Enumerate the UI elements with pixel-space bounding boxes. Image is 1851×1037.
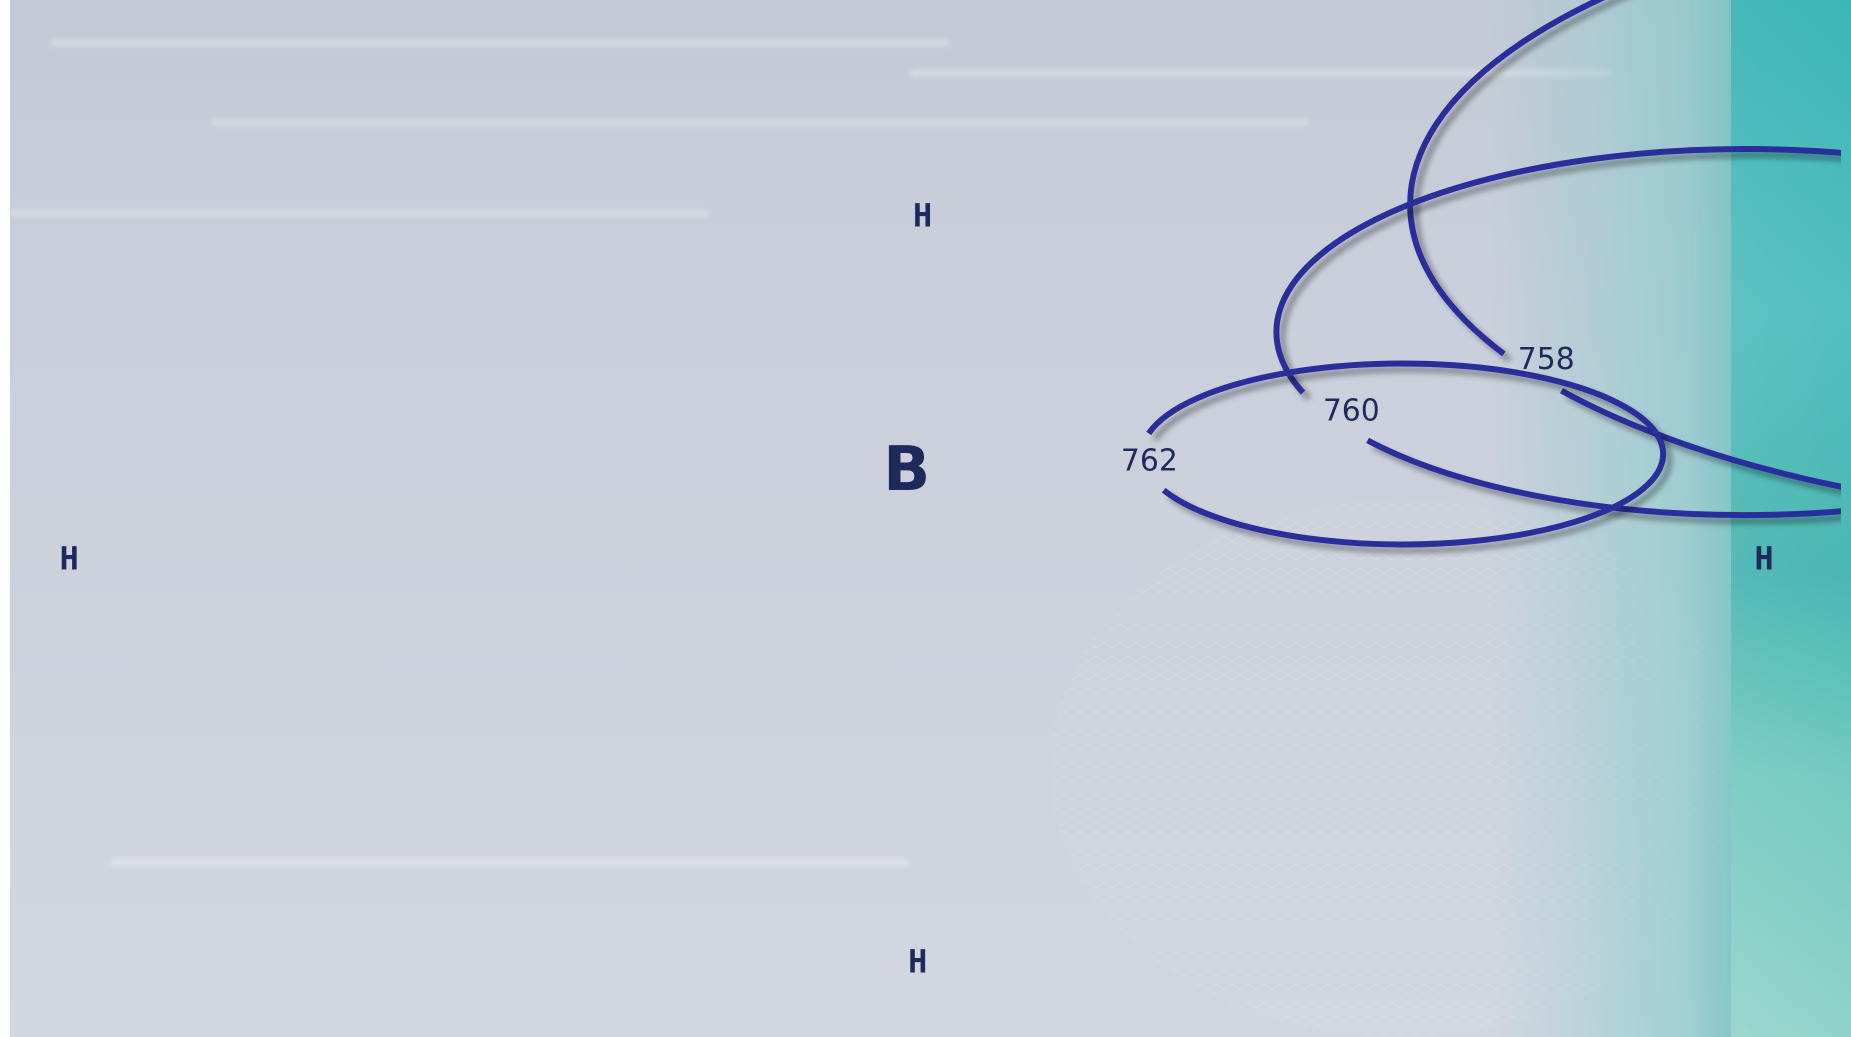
outer-label-right: Н: [1754, 540, 1773, 578]
background-streak: [50, 40, 950, 46]
background-streak: [10, 210, 710, 216]
isobar-label-760: 760: [1323, 394, 1380, 429]
isobar-label-758: 758: [1518, 342, 1575, 377]
right-decoration-band: [1731, 0, 1851, 1037]
outer-label-top: Н: [913, 197, 932, 235]
isobar-760: [1273, 146, 1841, 519]
background-streak: [110, 860, 910, 866]
isobar-label-762: 762: [1121, 443, 1178, 478]
outer-label-left: Н: [60, 540, 79, 578]
outer-label-bottom: Н: [908, 943, 927, 981]
isobar-758: [1407, 0, 1841, 490]
isobar-762: [1146, 360, 1667, 548]
background-streak: [910, 70, 1610, 76]
center-label: В: [883, 433, 930, 505]
background-streak: [210, 120, 1310, 126]
slide-background: [10, 0, 1851, 1037]
